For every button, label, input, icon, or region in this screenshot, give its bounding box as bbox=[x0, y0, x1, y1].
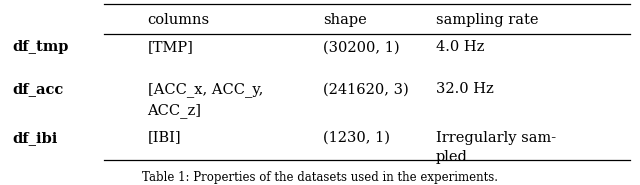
Text: [IBI]: [IBI] bbox=[148, 131, 181, 145]
Text: [ACC_x, ACC_y,
ACC_z]: [ACC_x, ACC_y, ACC_z] bbox=[148, 82, 263, 118]
Text: (1230, 1): (1230, 1) bbox=[323, 131, 390, 145]
Text: 32.0 Hz: 32.0 Hz bbox=[436, 82, 494, 96]
Text: (30200, 1): (30200, 1) bbox=[323, 41, 400, 54]
Text: (241620, 3): (241620, 3) bbox=[323, 82, 409, 96]
Text: df_acc: df_acc bbox=[13, 82, 64, 96]
Text: 4.0 Hz: 4.0 Hz bbox=[436, 41, 484, 54]
Text: columns: columns bbox=[148, 13, 210, 27]
Text: df_ibi: df_ibi bbox=[13, 131, 58, 145]
Text: Table 1: Properties of the datasets used in the experiments.: Table 1: Properties of the datasets used… bbox=[142, 171, 498, 184]
Text: shape: shape bbox=[323, 13, 367, 27]
Text: Irregularly sam-
pled: Irregularly sam- pled bbox=[436, 131, 556, 164]
Text: [TMP]: [TMP] bbox=[148, 41, 193, 54]
Text: sampling rate: sampling rate bbox=[436, 13, 538, 27]
Text: df_tmp: df_tmp bbox=[13, 41, 69, 54]
